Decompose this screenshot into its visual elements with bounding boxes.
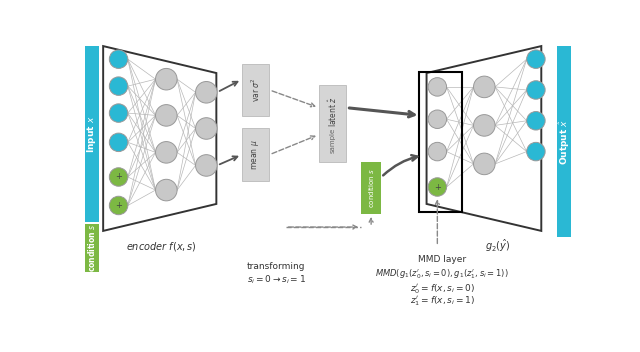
Text: sample: sample [330,127,335,153]
Text: condition $s$: condition $s$ [86,224,97,272]
Circle shape [527,50,545,68]
Text: $z_0^\prime = f(x, s_i=0)$: $z_0^\prime = f(x, s_i=0)$ [410,282,474,296]
Circle shape [156,179,177,201]
Circle shape [527,142,545,161]
Bar [557,46,572,237]
Text: +: + [434,182,441,191]
Text: +: + [115,172,122,182]
Bar [84,46,99,222]
Circle shape [109,196,128,215]
Circle shape [428,142,447,161]
Circle shape [527,112,545,130]
Circle shape [474,115,495,136]
Circle shape [109,133,128,152]
Circle shape [196,118,217,139]
Bar [242,128,269,181]
Bar [84,224,99,272]
Circle shape [196,82,217,103]
Text: Output $\hat{x}$: Output $\hat{x}$ [557,119,572,165]
Circle shape [428,78,447,96]
Text: latent $\hat{z}$: latent $\hat{z}$ [326,96,339,127]
Circle shape [156,68,177,90]
Circle shape [474,76,495,98]
Circle shape [474,153,495,175]
Circle shape [156,105,177,126]
Bar [319,84,346,162]
Text: Input $x$: Input $x$ [85,115,98,153]
Circle shape [196,155,217,176]
Text: condition $s$: condition $s$ [367,168,376,208]
Text: $z_1^\prime = f(x, s_i=1)$: $z_1^\prime = f(x, s_i=1)$ [410,295,474,308]
Text: encoder $f(x, s)$: encoder $f(x, s)$ [125,240,196,253]
Bar [419,71,462,212]
Circle shape [109,104,128,122]
Text: +: + [115,201,122,210]
Circle shape [428,110,447,128]
Bar [242,64,269,116]
Circle shape [109,77,128,95]
Text: var $\sigma^2$: var $\sigma^2$ [250,77,262,102]
Circle shape [109,168,128,186]
Text: $MMD(g_1(z_0^\prime, s_i=0), g_1(z_1^\prime, s_i=1))$: $MMD(g_1(z_0^\prime, s_i=0), g_1(z_1^\pr… [375,267,509,281]
Text: MMD layer: MMD layer [418,255,466,264]
Circle shape [156,142,177,163]
Text: mean $\mu$: mean $\mu$ [250,139,261,170]
Text: transforming
$s_i = 0 \rightarrow s_i = 1$: transforming $s_i = 0 \rightarrow s_i = … [247,263,306,286]
Circle shape [527,81,545,99]
Circle shape [428,178,447,196]
Bar [361,162,381,214]
Circle shape [109,50,128,68]
Text: $g_2(\hat{y})$: $g_2(\hat{y})$ [484,238,510,254]
